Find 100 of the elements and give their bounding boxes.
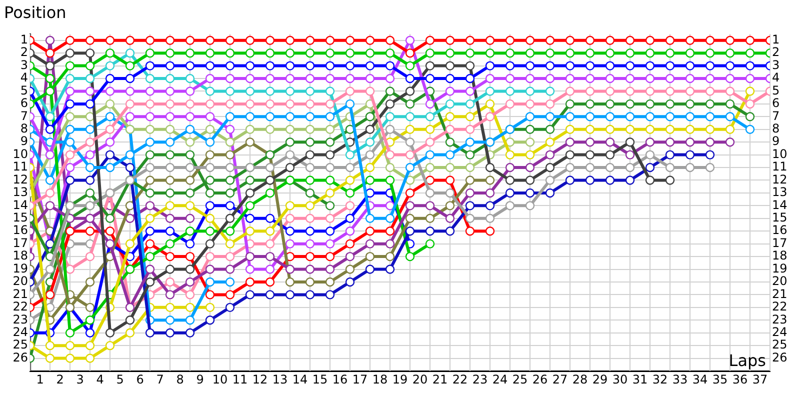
point bbox=[465, 86, 475, 96]
point bbox=[45, 176, 55, 185]
point bbox=[485, 74, 495, 84]
point bbox=[445, 214, 455, 223]
point bbox=[405, 99, 415, 109]
point bbox=[85, 150, 95, 160]
point bbox=[405, 137, 415, 147]
point bbox=[205, 290, 215, 300]
point bbox=[225, 36, 235, 45]
x-tick-label: 24 bbox=[492, 372, 508, 386]
point bbox=[65, 61, 75, 70]
point bbox=[265, 61, 275, 70]
x-tick-label: 28 bbox=[572, 372, 588, 386]
point bbox=[405, 74, 415, 84]
point bbox=[465, 61, 475, 70]
point bbox=[425, 201, 435, 210]
point bbox=[325, 99, 335, 109]
y2-tick-label: 25 bbox=[772, 338, 788, 352]
point bbox=[125, 86, 135, 96]
point bbox=[165, 201, 175, 210]
point bbox=[265, 99, 275, 109]
point bbox=[225, 226, 235, 236]
point bbox=[545, 188, 555, 198]
point bbox=[425, 150, 435, 160]
point bbox=[345, 150, 355, 160]
point bbox=[205, 226, 215, 236]
point bbox=[345, 99, 355, 109]
point bbox=[385, 36, 395, 45]
point bbox=[205, 239, 215, 248]
point bbox=[385, 252, 395, 262]
point bbox=[65, 86, 75, 96]
point bbox=[265, 36, 275, 45]
point bbox=[425, 162, 435, 172]
point bbox=[165, 316, 175, 325]
point bbox=[165, 36, 175, 45]
x-tick-label: 16 bbox=[332, 372, 348, 386]
point bbox=[465, 188, 475, 198]
point bbox=[285, 137, 295, 147]
point bbox=[205, 86, 215, 96]
point bbox=[305, 99, 315, 109]
point bbox=[305, 252, 315, 262]
point bbox=[285, 162, 295, 172]
point bbox=[385, 162, 395, 172]
point bbox=[125, 74, 135, 84]
point bbox=[165, 61, 175, 70]
point bbox=[405, 226, 415, 236]
point bbox=[225, 112, 235, 122]
point bbox=[385, 150, 395, 160]
point bbox=[745, 74, 755, 84]
point bbox=[565, 86, 575, 96]
point bbox=[645, 137, 655, 147]
point bbox=[525, 124, 535, 134]
point bbox=[265, 124, 275, 134]
point bbox=[85, 354, 95, 363]
point bbox=[505, 86, 515, 96]
point bbox=[625, 162, 635, 172]
point bbox=[545, 150, 555, 160]
point bbox=[205, 137, 215, 147]
point bbox=[345, 239, 355, 248]
point bbox=[505, 99, 515, 109]
point bbox=[65, 112, 75, 122]
point bbox=[285, 74, 295, 84]
point bbox=[585, 124, 595, 134]
point bbox=[145, 328, 155, 338]
point bbox=[505, 176, 515, 185]
point bbox=[105, 214, 115, 223]
point bbox=[305, 277, 315, 287]
point bbox=[585, 162, 595, 172]
y-tick-label: 19 bbox=[12, 261, 28, 276]
point bbox=[685, 74, 695, 84]
point bbox=[125, 201, 135, 210]
point bbox=[105, 61, 115, 70]
point bbox=[585, 150, 595, 160]
point bbox=[425, 99, 435, 109]
y2-tick-label: 20 bbox=[772, 274, 788, 288]
point bbox=[705, 112, 715, 122]
point bbox=[185, 264, 195, 274]
point bbox=[205, 162, 215, 172]
y2-tick-label: 23 bbox=[772, 312, 788, 326]
point bbox=[405, 124, 415, 134]
point bbox=[445, 176, 455, 185]
point bbox=[325, 201, 335, 210]
point bbox=[625, 150, 635, 160]
point bbox=[745, 86, 755, 96]
point bbox=[185, 124, 195, 134]
point bbox=[605, 124, 615, 134]
point bbox=[65, 328, 75, 338]
point bbox=[65, 340, 75, 350]
point bbox=[165, 328, 175, 338]
point bbox=[665, 137, 675, 147]
point bbox=[585, 137, 595, 147]
point bbox=[65, 99, 75, 109]
point bbox=[345, 162, 355, 172]
point bbox=[385, 214, 395, 223]
point bbox=[565, 137, 575, 147]
point bbox=[365, 74, 375, 84]
point bbox=[225, 239, 235, 248]
point bbox=[165, 214, 175, 223]
point bbox=[465, 162, 475, 172]
point bbox=[185, 328, 195, 338]
